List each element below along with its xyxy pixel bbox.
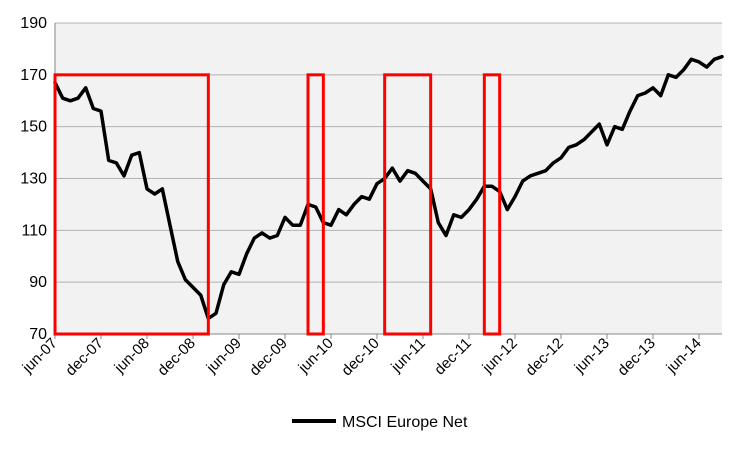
x-tick-label: jun-08: [111, 335, 153, 377]
x-tick-label: dec-11: [431, 335, 475, 379]
x-tick-label: dec-09: [246, 335, 290, 379]
x-tick-label: jun-12: [479, 335, 521, 377]
y-tick-label: 130: [20, 171, 47, 188]
highlight-box: [482, 73, 502, 336]
x-tick-label: dec-07: [62, 335, 106, 379]
y-tick-label: 70: [29, 326, 47, 343]
x-tick-label: jun-14: [663, 335, 705, 377]
x-tick-label: jun-11: [387, 335, 428, 376]
legend-label: MSCI Europe Net: [342, 414, 468, 431]
x-tick-label: jun-09: [203, 335, 245, 377]
y-tick-label: 190: [20, 15, 47, 32]
x-tick-label: dec-13: [614, 335, 658, 379]
highlight-box: [306, 73, 325, 336]
highlight-box: [53, 73, 210, 336]
x-tick-label: dec-12: [522, 335, 566, 379]
series-line-msci-europe-net: [53, 54, 724, 321]
highlight-box: [383, 73, 433, 336]
y-tick-label: 150: [20, 119, 47, 136]
x-tick-label: jun-13: [571, 335, 613, 377]
y-tick-label: 90: [29, 274, 47, 291]
x-tick-label: dec-08: [154, 335, 198, 379]
x-tick-label: jun-10: [295, 335, 337, 377]
y-tick-label: 110: [21, 222, 47, 239]
x-tick-label: dec-10: [338, 335, 382, 379]
y-tick-label: 170: [20, 67, 47, 84]
